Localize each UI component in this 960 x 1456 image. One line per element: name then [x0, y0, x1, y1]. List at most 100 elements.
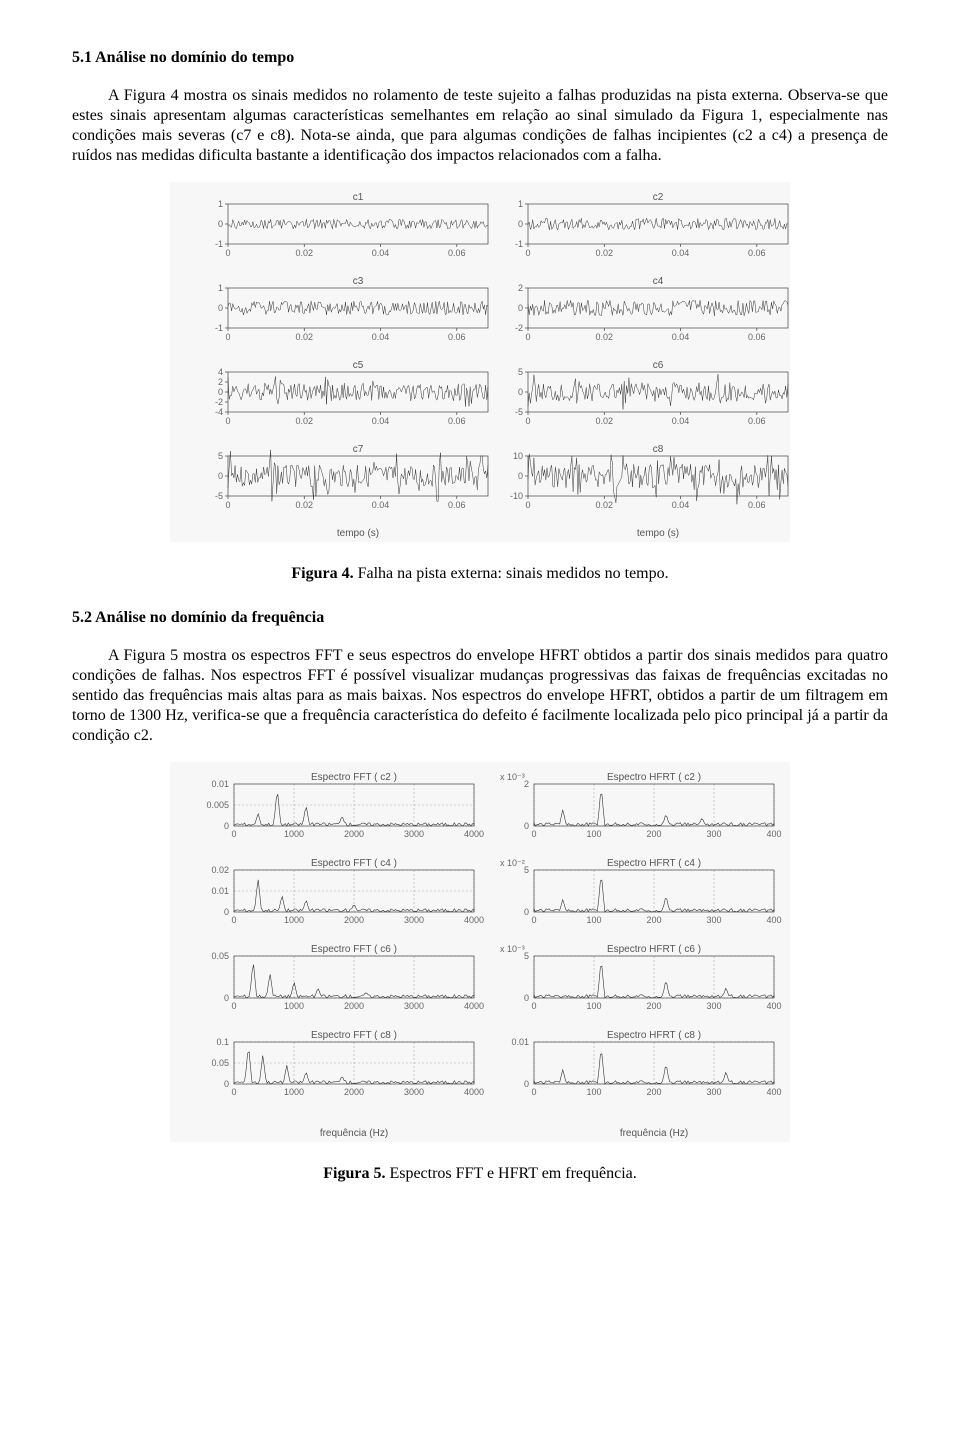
svg-text:4: 4	[218, 367, 223, 377]
svg-text:0: 0	[231, 915, 236, 925]
svg-text:0.01: 0.01	[511, 1037, 529, 1047]
svg-text:0.01: 0.01	[211, 886, 229, 896]
svg-text:-2: -2	[215, 397, 223, 407]
svg-text:0: 0	[525, 332, 530, 342]
svg-text:0.04: 0.04	[672, 500, 690, 510]
svg-text:c3: c3	[353, 276, 364, 287]
svg-text:2: 2	[218, 377, 223, 387]
svg-text:300: 300	[706, 829, 721, 839]
figure-5-svg: Espectro FFT ( c2 )0.010.005001000200030…	[170, 762, 790, 1142]
svg-text:0.06: 0.06	[748, 248, 766, 258]
svg-text:200: 200	[646, 829, 661, 839]
svg-text:Espectro HFRT ( c4 ): Espectro HFRT ( c4 )	[607, 858, 701, 869]
svg-text:0.04: 0.04	[672, 248, 690, 258]
svg-text:4000: 4000	[464, 1087, 484, 1097]
svg-text:x 10⁻³: x 10⁻³	[500, 772, 525, 782]
svg-text:2: 2	[518, 283, 523, 293]
svg-text:2000: 2000	[344, 1001, 364, 1011]
svg-text:3000: 3000	[404, 829, 424, 839]
svg-text:0: 0	[531, 1001, 536, 1011]
svg-text:frequência (Hz): frequência (Hz)	[320, 1128, 388, 1139]
svg-text:0: 0	[224, 993, 229, 1003]
svg-text:400: 400	[766, 1087, 781, 1097]
svg-text:0.04: 0.04	[372, 332, 390, 342]
svg-text:0: 0	[231, 1001, 236, 1011]
svg-text:0.06: 0.06	[748, 416, 766, 426]
section-5-1-paragraph: A Figura 4 mostra os sinais medidos no r…	[72, 86, 888, 166]
svg-text:Espectro FFT ( c2 ): Espectro FFT ( c2 )	[311, 772, 397, 783]
svg-text:0.02: 0.02	[296, 332, 314, 342]
svg-text:-2: -2	[515, 323, 523, 333]
svg-text:0: 0	[518, 219, 523, 229]
svg-text:0.05: 0.05	[211, 951, 229, 961]
svg-text:5: 5	[518, 367, 523, 377]
svg-text:tempo (s): tempo (s)	[637, 528, 679, 539]
svg-text:0: 0	[518, 387, 523, 397]
svg-text:0.01: 0.01	[211, 779, 229, 789]
svg-text:0: 0	[218, 387, 223, 397]
svg-text:5: 5	[218, 451, 223, 461]
svg-text:0.06: 0.06	[748, 500, 766, 510]
svg-text:10: 10	[513, 451, 523, 461]
svg-text:c4: c4	[653, 276, 664, 287]
svg-text:0: 0	[531, 915, 536, 925]
figure-5: Espectro FFT ( c2 )0.010.005001000200030…	[72, 762, 888, 1148]
svg-text:x 10⁻³: x 10⁻³	[500, 944, 525, 954]
figure-5-caption: Figura 5. Espectros FFT e HFRT em frequê…	[72, 1164, 888, 1184]
figure-5-caption-bold: Figura 5.	[323, 1165, 385, 1182]
svg-text:2000: 2000	[344, 829, 364, 839]
svg-text:0.06: 0.06	[448, 248, 466, 258]
svg-text:300: 300	[706, 1087, 721, 1097]
figure-4-caption-text: Falha na pista externa: sinais medidos n…	[354, 565, 669, 582]
svg-text:0.04: 0.04	[672, 416, 690, 426]
svg-text:-5: -5	[215, 491, 223, 501]
svg-text:1: 1	[518, 199, 523, 209]
svg-text:c2: c2	[653, 192, 664, 203]
svg-text:3000: 3000	[404, 915, 424, 925]
svg-text:c5: c5	[353, 360, 364, 371]
svg-text:c1: c1	[353, 192, 364, 203]
svg-text:-1: -1	[515, 239, 523, 249]
figure-4-svg: c110-100.020.040.06c210-100.020.040.06c3…	[170, 182, 790, 542]
svg-text:0: 0	[531, 1087, 536, 1097]
svg-text:0.02: 0.02	[596, 500, 614, 510]
svg-text:c8: c8	[653, 444, 664, 455]
svg-text:0.06: 0.06	[448, 416, 466, 426]
svg-text:0.05: 0.05	[211, 1058, 229, 1068]
svg-text:x 10⁻²: x 10⁻²	[500, 858, 525, 868]
svg-text:1: 1	[218, 199, 223, 209]
svg-text:4000: 4000	[464, 829, 484, 839]
svg-text:2000: 2000	[344, 915, 364, 925]
svg-text:0: 0	[218, 219, 223, 229]
svg-text:Espectro HFRT ( c6 ): Espectro HFRT ( c6 )	[607, 944, 701, 955]
svg-text:0: 0	[225, 248, 230, 258]
svg-text:2000: 2000	[344, 1087, 364, 1097]
svg-text:-4: -4	[215, 407, 223, 417]
svg-text:0: 0	[225, 500, 230, 510]
svg-text:0: 0	[224, 821, 229, 831]
svg-text:-1: -1	[215, 323, 223, 333]
svg-text:0: 0	[524, 1079, 529, 1089]
svg-text:0.02: 0.02	[296, 500, 314, 510]
svg-text:frequência (Hz): frequência (Hz)	[620, 1128, 688, 1139]
svg-text:-5: -5	[515, 407, 523, 417]
svg-text:0: 0	[518, 303, 523, 313]
svg-text:0: 0	[525, 248, 530, 258]
svg-text:400: 400	[766, 915, 781, 925]
figure-4-caption: Figura 4. Falha na pista externa: sinais…	[72, 564, 888, 584]
svg-text:0.06: 0.06	[448, 332, 466, 342]
svg-text:0.04: 0.04	[372, 416, 390, 426]
svg-text:0.1: 0.1	[216, 1037, 229, 1047]
figure-4: c110-100.020.040.06c210-100.020.040.06c3…	[72, 182, 888, 548]
svg-text:0: 0	[525, 500, 530, 510]
svg-text:4000: 4000	[464, 1001, 484, 1011]
svg-text:Espectro HFRT ( c8 ): Espectro HFRT ( c8 )	[607, 1030, 701, 1041]
svg-text:0: 0	[524, 821, 529, 831]
svg-text:0: 0	[524, 907, 529, 917]
svg-text:0: 0	[524, 993, 529, 1003]
svg-text:0.02: 0.02	[596, 248, 614, 258]
svg-text:100: 100	[586, 829, 601, 839]
svg-text:0: 0	[218, 303, 223, 313]
svg-text:100: 100	[586, 1087, 601, 1097]
svg-text:0.005: 0.005	[206, 800, 229, 810]
